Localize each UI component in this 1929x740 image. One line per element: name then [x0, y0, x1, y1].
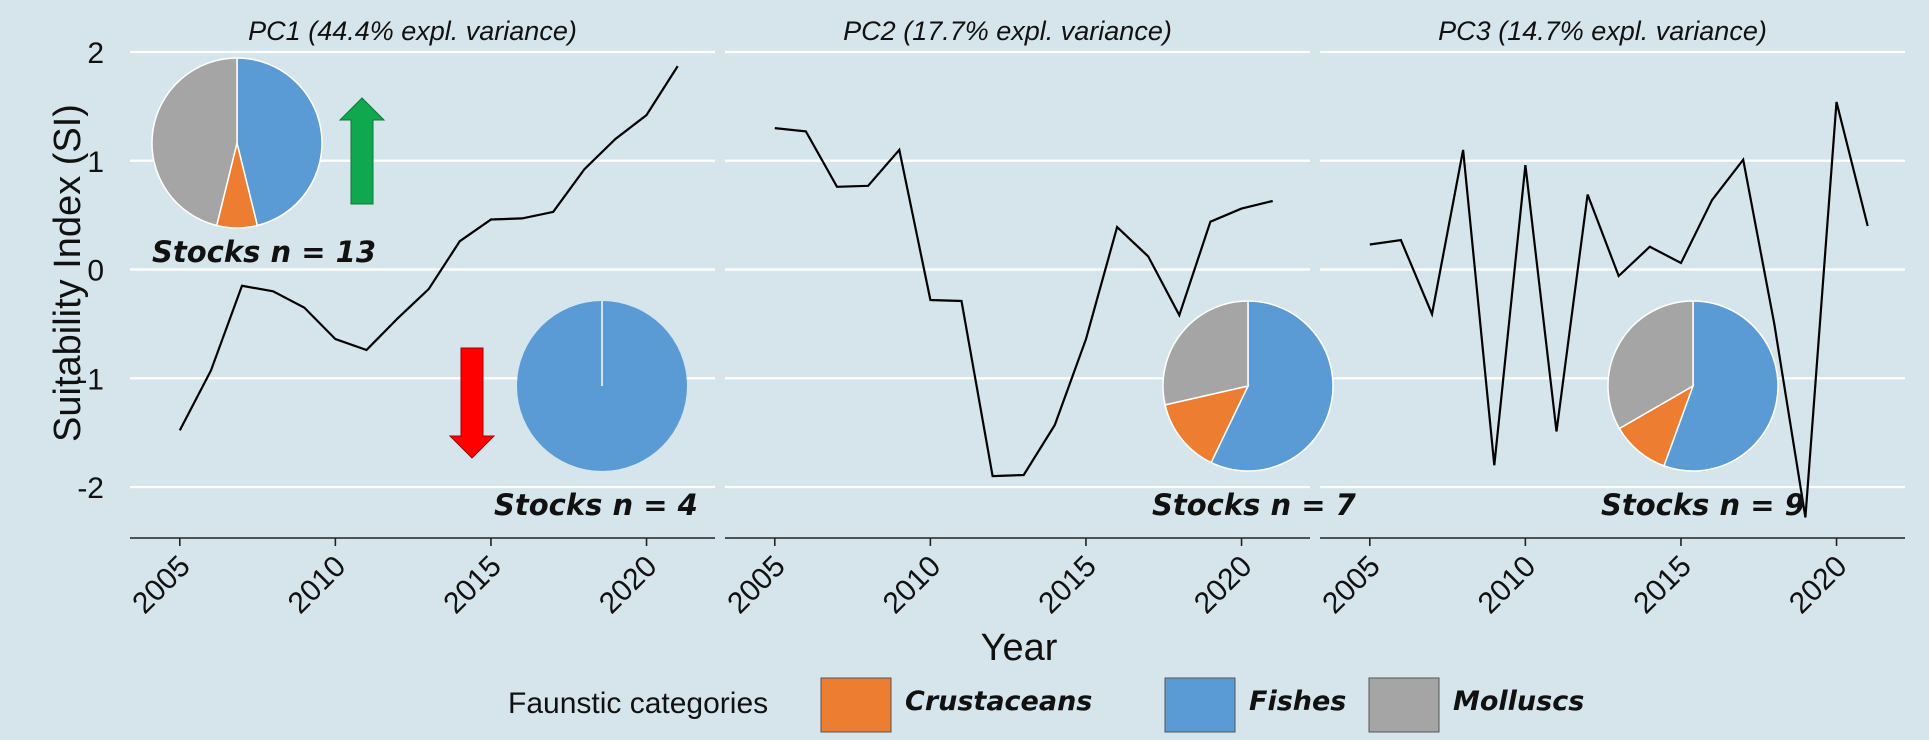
pie-chart [517, 301, 687, 471]
legend-swatch [820, 677, 892, 733]
pie-slice-crustaceans [1164, 384, 1250, 464]
panel-title: PC2 (17.7% expl. variance) [843, 16, 1172, 46]
stocks-count-label: Stocks n = 4 [494, 488, 698, 522]
stocks-count-label: Stocks n = 9 [1601, 488, 1805, 522]
y-tick-label: 0 [87, 255, 104, 288]
arrow-down-icon [448, 347, 496, 459]
panel-title: PC3 (14.7% expl. variance) [1438, 16, 1767, 46]
series-line [1369, 101, 1869, 518]
y-axis-title: Suitability Index (SI) [47, 104, 89, 442]
legend-swatch [1368, 677, 1440, 733]
series-line [178, 65, 679, 431]
legend-label: Crustaceans [905, 686, 1092, 717]
legend-entry-molluscs: Molluscs [1368, 677, 1584, 733]
grid-layer [130, 50, 1905, 489]
legend-entries: Crustaceans Fishes Molluscs [820, 677, 1584, 733]
arrow-up-icon [338, 97, 386, 205]
panel-title: PC1 (44.4% expl. variance) [248, 16, 577, 46]
y-tick-label: 2 [87, 37, 104, 70]
stocks-count-label: Stocks n = 13 [152, 235, 376, 269]
x-axis-title: Year [981, 627, 1058, 669]
pie-slice-fishes [1662, 300, 1779, 472]
stocks-count-label: Stocks n = 7 [1152, 488, 1357, 522]
pie-slice-molluscs [1607, 300, 1694, 430]
legend-label: Fishes [1249, 686, 1346, 717]
y-tick-label: -1 [77, 363, 104, 396]
legend-title: Faunstic categories [508, 687, 768, 720]
y-ticks: -2 -1 0 1 2 [77, 37, 104, 505]
pie-slice-fishes [1210, 300, 1334, 472]
panel-3: PC3 (14.7% expl. variance)2005 2010 2015 20… [1316, 16, 1905, 620]
pie-chart [1162, 300, 1334, 472]
legend: Faunstic categories Crustaceans Fishes Mol… [508, 677, 1584, 733]
pie-chart [1607, 300, 1779, 472]
legend-entry-crustaceans: Crustaceans [820, 677, 1092, 733]
pie-slice-molluscs [151, 57, 238, 227]
legend-entry-fishes: Fishes [1164, 677, 1346, 733]
pie-slice-molluscs [1162, 300, 1249, 406]
legend-swatch [1164, 677, 1236, 733]
pie-chart [151, 57, 323, 229]
series-line [774, 127, 1273, 478]
legend-label: Molluscs [1453, 686, 1584, 717]
pie-slice-fishes [236, 57, 323, 227]
y-tick-label: 1 [87, 146, 104, 179]
y-tick-label: -2 [77, 472, 104, 505]
